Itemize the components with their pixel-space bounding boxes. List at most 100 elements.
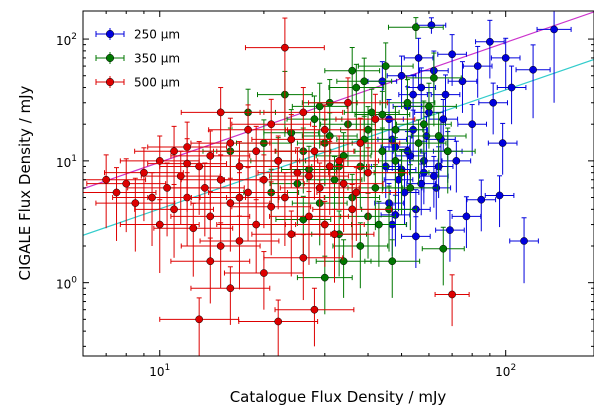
data-point — [289, 141, 370, 215]
data-marker — [189, 224, 198, 233]
data-point — [421, 226, 465, 286]
data-marker — [287, 230, 296, 239]
data-marker — [462, 212, 471, 221]
y-tick-label: 100 — [56, 276, 77, 292]
data-marker — [550, 25, 558, 34]
data-marker — [287, 135, 296, 144]
data-point — [103, 147, 184, 222]
data-point — [401, 216, 431, 268]
data-point — [437, 34, 467, 86]
data-marker — [112, 188, 121, 197]
data-marker — [430, 74, 438, 82]
data-marker — [226, 139, 235, 147]
data-marker — [330, 230, 339, 239]
data-marker — [252, 220, 261, 229]
data-marker — [226, 199, 235, 207]
data-marker — [267, 120, 276, 129]
data-point — [435, 209, 465, 262]
data-point — [95, 177, 176, 252]
data-marker — [195, 315, 204, 324]
data-marker — [252, 147, 261, 156]
data-point — [190, 266, 271, 325]
data-marker — [216, 108, 225, 117]
data-marker — [122, 179, 131, 188]
data-point — [199, 172, 280, 247]
data-marker — [501, 54, 510, 62]
data-point — [496, 65, 527, 125]
data-point — [279, 162, 360, 237]
data-marker — [352, 83, 361, 92]
data-marker — [155, 220, 164, 229]
data-point — [536, 11, 572, 103]
data-marker — [339, 179, 348, 188]
data-point — [382, 164, 439, 231]
data-marker — [216, 175, 225, 184]
data-point — [462, 45, 493, 98]
data-marker — [325, 162, 334, 171]
data-point — [466, 179, 497, 232]
data-marker — [330, 175, 339, 184]
data-point — [390, 119, 447, 186]
data-point — [263, 234, 344, 301]
data-point — [216, 125, 297, 200]
data-marker — [391, 157, 400, 165]
y-axis-label: CIGALE Flux Density / mJy — [16, 85, 34, 280]
data-marker — [226, 284, 235, 293]
data-marker — [260, 175, 268, 184]
data-point — [315, 239, 372, 298]
data-marker — [320, 273, 329, 282]
data-marker — [206, 212, 215, 221]
data-marker — [412, 23, 420, 32]
data-marker — [293, 168, 302, 177]
data-point — [490, 37, 521, 90]
data-marker — [378, 110, 387, 119]
data-point — [180, 87, 261, 161]
data-point — [170, 237, 251, 304]
data-point — [387, 17, 444, 40]
data-marker — [305, 172, 313, 180]
data-marker — [409, 90, 417, 99]
data-marker — [430, 172, 438, 180]
data-point — [274, 287, 355, 347]
legend-entry: 500 µm — [95, 76, 180, 90]
data-point — [509, 217, 539, 284]
data-marker — [170, 147, 178, 156]
data-marker — [364, 125, 372, 134]
data-marker — [235, 193, 244, 202]
data-point — [269, 150, 349, 225]
data-point — [410, 112, 467, 179]
data-point — [324, 47, 381, 113]
plot-frame — [82, 10, 594, 357]
data-marker — [419, 120, 428, 129]
data-marker — [260, 269, 268, 277]
data-marker — [274, 157, 283, 165]
data-marker — [364, 168, 372, 177]
data-point — [457, 104, 487, 156]
data-point — [403, 37, 434, 90]
data-marker — [155, 157, 164, 165]
data-point — [434, 274, 470, 327]
data-marker — [267, 202, 276, 211]
data-marker — [281, 193, 289, 202]
data-point — [86, 158, 167, 233]
data-point — [231, 98, 312, 173]
data-point — [316, 167, 397, 241]
data-point — [328, 147, 408, 222]
data-point — [147, 138, 228, 213]
data-marker — [315, 102, 324, 111]
data-marker — [414, 139, 423, 147]
data-marker — [507, 83, 516, 92]
x-tick-label: 101 — [149, 363, 170, 379]
data-point — [335, 93, 416, 168]
data-marker — [403, 98, 412, 107]
data-marker — [397, 71, 406, 80]
data-marker — [315, 184, 324, 192]
data-point — [406, 67, 437, 120]
axis-ticks: 101 102 100 101 102 — [56, 11, 594, 379]
data-marker — [344, 98, 352, 107]
data-marker — [320, 125, 329, 134]
data-marker — [348, 66, 357, 75]
data-point — [475, 19, 505, 79]
data-marker — [131, 199, 140, 207]
data-marker — [417, 179, 426, 188]
